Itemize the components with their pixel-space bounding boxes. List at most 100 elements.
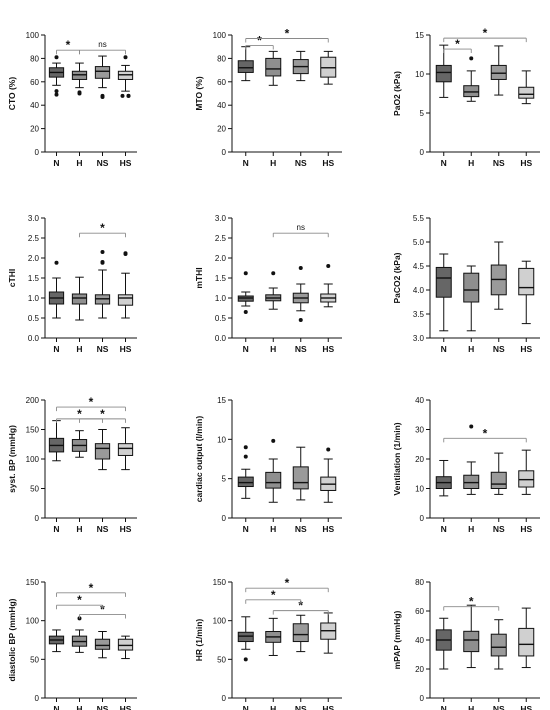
box-hs (320, 50, 337, 85)
box-h (463, 265, 480, 332)
outlier-point (326, 447, 331, 452)
y-tick-label: 80 (217, 54, 226, 63)
box-n (48, 55, 65, 97)
box-ns (292, 614, 309, 653)
significance-label: * (77, 407, 82, 421)
x-tick-label: NS (295, 344, 307, 354)
x-tick-label: HS (120, 524, 132, 534)
chart-panel-11: 0 50 100 150 HR (1/min) N H NS HS * * * (194, 576, 342, 710)
box-iqr (518, 470, 535, 488)
y-tick-label: 80 (30, 54, 39, 63)
box-h (463, 604, 480, 669)
y-tick-label: 100 (26, 617, 40, 626)
x-tick-label: H (76, 524, 82, 534)
x-tick-label: N (243, 344, 249, 354)
box-ns (490, 241, 507, 310)
outlier-point (54, 55, 59, 60)
x-tick-label: NS (493, 704, 505, 710)
x-tick-label: H (468, 344, 474, 354)
box-iqr (117, 638, 134, 651)
x-tick-label: NS (493, 524, 505, 534)
y-tick-label: 40 (30, 101, 39, 110)
outlier-point (243, 454, 248, 459)
box-ns (94, 250, 111, 319)
box-iqr (117, 443, 134, 456)
box-iqr (94, 638, 111, 650)
significance-bracket: * (79, 221, 126, 238)
significance-bracket: * (56, 395, 126, 412)
box-n (48, 629, 65, 653)
outlier-point (469, 424, 474, 429)
y-axis-label: PaCO2 (kPa) (392, 252, 402, 303)
x-tick-label: HS (322, 524, 334, 534)
x-tick-label: N (243, 704, 249, 710)
box-n (237, 616, 254, 662)
box-hs (518, 607, 535, 669)
significance-bracket: * (56, 38, 80, 55)
box-n (237, 271, 254, 314)
box-ns (292, 50, 309, 82)
box-n (435, 459, 452, 497)
y-tick-label: 5 (420, 109, 425, 118)
x-tick-label: H (468, 158, 474, 168)
box-n (435, 44, 452, 98)
x-tick-label: N (53, 704, 59, 710)
box-iqr (435, 64, 452, 83)
significance-bracket: * (245, 576, 329, 593)
y-tick-label: 60 (217, 78, 226, 87)
x-tick-label: HS (520, 344, 532, 354)
x-tick-label: NS (295, 704, 307, 710)
y-axis-label: Ventilation (1/min) (392, 422, 402, 495)
box-h (71, 616, 88, 653)
y-axis-label: syst. BP (mmHg) (7, 425, 17, 493)
y-axis-label: MTO (%) (194, 76, 204, 110)
y-tick-label: 50 (30, 485, 39, 494)
box-hs (320, 612, 337, 654)
y-tick-label: 100 (213, 617, 227, 626)
y-tick-label: 1.0 (215, 294, 227, 303)
y-tick-label: 1.0 (28, 294, 40, 303)
x-tick-label: N (53, 344, 59, 354)
x-tick-label: HS (520, 704, 532, 710)
box-hs (117, 251, 134, 319)
box-h (463, 424, 480, 495)
y-tick-label: 0 (420, 148, 425, 157)
x-tick-label: N (243, 524, 249, 534)
outlier-point (77, 91, 82, 96)
significance-label: * (89, 395, 94, 409)
box-iqr (463, 630, 480, 653)
y-tick-label: 5.5 (413, 214, 425, 223)
box-ns (94, 630, 111, 659)
outlier-point (243, 445, 248, 450)
y-tick-label: 4.0 (413, 286, 425, 295)
y-axis-label: diastolic BP (mmHg) (7, 598, 17, 681)
significance-bracket: * (56, 593, 103, 610)
chart-panel-1: 0 20 40 60 80 100 CTO (%) N H NS HS * ns (7, 31, 137, 168)
box-h (265, 50, 282, 86)
x-tick-label: HS (322, 704, 334, 710)
y-tick-label: 50 (217, 655, 226, 664)
significance-label: * (455, 37, 460, 51)
significance-bracket: * (245, 34, 274, 50)
significance-label: * (89, 581, 94, 595)
box-ns (292, 266, 309, 322)
significance-bracket: * (272, 599, 329, 615)
significance-bracket: ns (79, 40, 126, 55)
box-h (265, 271, 282, 310)
y-tick-label: 15 (415, 31, 424, 40)
y-tick-label: 3.0 (413, 334, 425, 343)
x-tick-label: HS (322, 158, 334, 168)
box-iqr (490, 633, 507, 657)
y-axis-label: CTO (%) (7, 77, 17, 111)
y-tick-label: 200 (26, 396, 40, 405)
box-h (265, 438, 282, 503)
box-h (71, 62, 88, 96)
y-axis-label: mPAP (mmHg) (392, 610, 402, 669)
chart-panel-10: 0 50 100 150 diastolic BP (mmHg) N H NS HS * * * (7, 578, 137, 710)
x-tick-label: N (441, 524, 447, 534)
x-tick-label: H (76, 158, 82, 168)
x-tick-label: H (270, 344, 276, 354)
y-tick-label: 40 (415, 396, 424, 405)
outlier-point (54, 260, 59, 265)
box-iqr (490, 471, 507, 489)
